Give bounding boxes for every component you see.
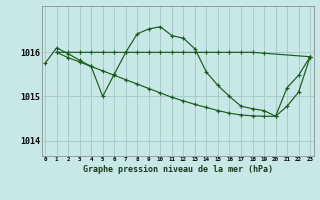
X-axis label: Graphe pression niveau de la mer (hPa): Graphe pression niveau de la mer (hPa) xyxy=(83,165,273,174)
